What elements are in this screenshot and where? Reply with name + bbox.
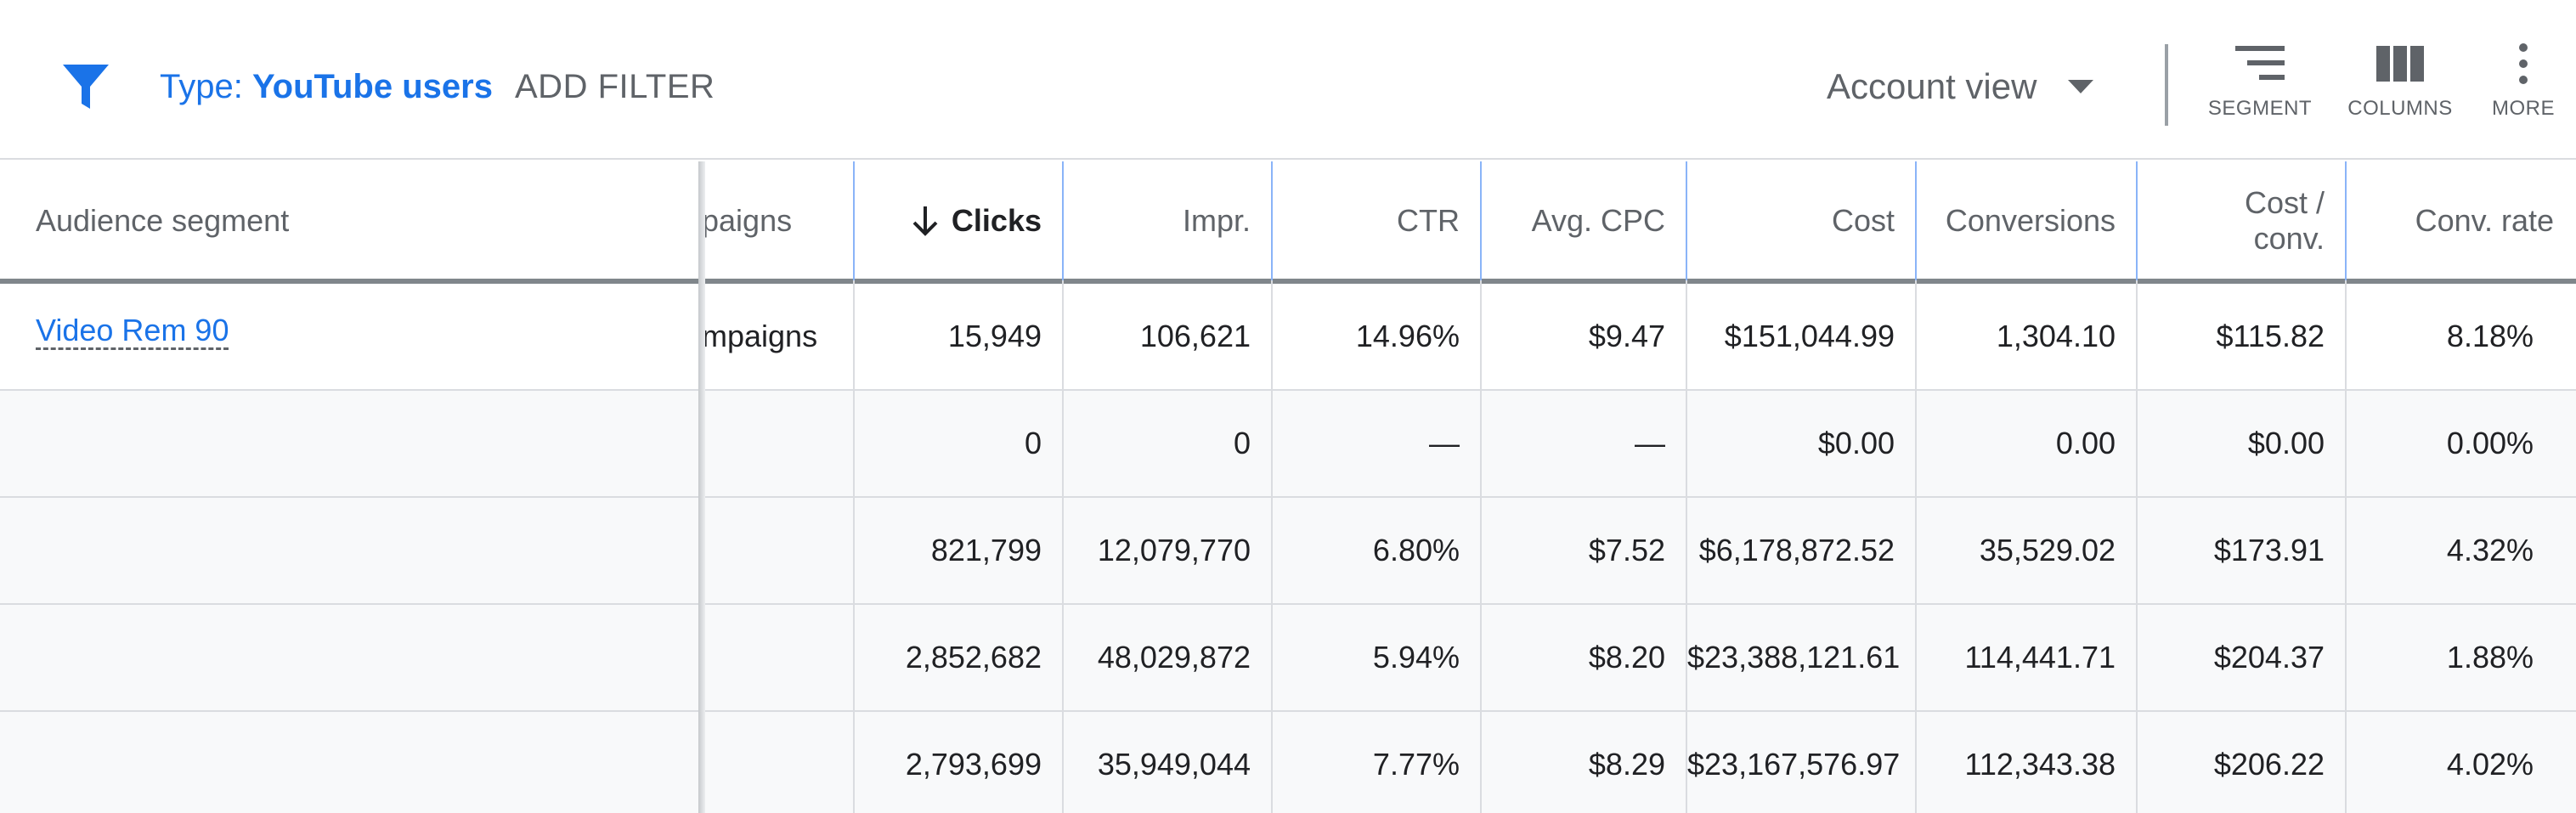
cell-ctr: 14.96% (1355, 319, 1460, 353)
arrow-down-icon (912, 206, 938, 236)
column-divider[interactable] (1915, 161, 1917, 813)
cell-campaigns (702, 391, 855, 496)
header-campaigns[interactable]: paigns (702, 203, 793, 238)
cell-conversions: 112,343.38 (1964, 747, 2116, 782)
cell-ctr: 5.94% (1372, 640, 1460, 675)
header-audience-segment[interactable]: Audience segment (36, 203, 290, 238)
cell-ctr: 7.77% (1372, 747, 1460, 782)
segment-icon (2235, 46, 2285, 80)
table-toolbar: Type: YouTube users ADD FILTER Account v… (0, 0, 2576, 160)
filter-value: YouTube users (251, 68, 493, 105)
cell-clicks: 15,949 (947, 319, 1042, 353)
column-divider[interactable] (1062, 161, 1064, 813)
more-label: MORE (2492, 97, 2555, 120)
header-cost-per-conv[interactable]: Cost / conv. (2244, 185, 2325, 256)
cell-cost: $151,044.99 (1724, 319, 1895, 353)
account-view-dropdown[interactable]: Account view (1827, 66, 2037, 106)
header-conv-rate[interactable]: Conv. rate (2415, 203, 2554, 238)
column-divider[interactable] (2345, 161, 2347, 813)
cell-ctr: 6.80% (1372, 533, 1460, 567)
header-cost[interactable]: Cost (1831, 203, 1895, 238)
cell-conv-rate: 4.02% (2446, 747, 2534, 782)
cell-avg-cpc: $9.47 (1588, 319, 1665, 353)
cell-campaigns (702, 498, 855, 603)
cell-conv-rate: 1.88% (2446, 640, 2534, 675)
cell-clicks: 2,793,699 (905, 747, 1042, 782)
cell-impressions: 12,079,770 (1097, 533, 1251, 567)
cell-avg-cpc: $8.20 (1588, 640, 1665, 675)
table-row[interactable]: 2,852,682 48,029,872 5.94% $8.20 $23,388… (0, 605, 2576, 712)
cell-segment (0, 605, 700, 710)
add-filter-button[interactable]: ADD FILTER (515, 68, 715, 105)
cell-impressions: 106,621 (1139, 319, 1251, 353)
segment-button[interactable]: SEGMENT (2200, 42, 2319, 121)
column-divider[interactable] (853, 161, 855, 813)
table-row[interactable]: 0 0 — — $0.00 0.00 $0.00 0.00% (0, 391, 2576, 498)
cell-impressions: 48,029,872 (1097, 640, 1251, 675)
cell-cost-per-conv: $173.91 (2213, 533, 2325, 567)
header-avg-cpc[interactable]: Avg. CPC (1531, 203, 1665, 238)
cell-cost-per-conv: $204.37 (2213, 640, 2325, 675)
cell-cost-per-conv: $115.82 (2216, 319, 2325, 353)
cell-clicks: 2,852,682 (905, 640, 1042, 675)
cell-conversions: 35,529.02 (1979, 533, 2116, 567)
cell-avg-cpc: $8.29 (1588, 747, 1665, 782)
header-ctr[interactable]: CTR (1397, 203, 1460, 238)
cell-avg-cpc: $7.52 (1588, 533, 1665, 567)
cell-avg-cpc: — (1635, 426, 1665, 460)
cell-segment: Video Rem 90 (0, 284, 700, 389)
header-divider (0, 279, 2576, 284)
cell-segment (0, 391, 700, 496)
cell-cost: $6,178,872.52 (1698, 533, 1895, 567)
segment-label: SEGMENT (2207, 97, 2313, 120)
columns-button[interactable]: COLUMNS (2341, 42, 2460, 121)
cell-campaigns (702, 712, 855, 813)
more-button[interactable]: MORE (2481, 42, 2566, 121)
table-row[interactable]: 821,799 12,079,770 6.80% $7.52 $6,178,87… (0, 498, 2576, 605)
cell-campaigns: mpaigns (702, 319, 818, 353)
segment-link[interactable]: Video Rem 90 (36, 313, 229, 350)
cell-conversions: 114,441.71 (1964, 640, 2116, 675)
cell-cost: $23,167,576.97 (1687, 747, 1901, 782)
table-row[interactable]: 2,793,699 35,949,044 7.77% $8.29 $23,167… (0, 712, 2576, 813)
cell-campaigns (702, 605, 855, 710)
cell-ctr: — (1429, 426, 1460, 460)
column-divider[interactable] (1271, 161, 1273, 813)
cell-clicks: 0 (1024, 426, 1042, 460)
cell-segment (0, 712, 700, 813)
cell-clicks: 821,799 (930, 533, 1042, 567)
column-divider[interactable] (2136, 161, 2138, 813)
cell-impressions: 35,949,044 (1097, 747, 1251, 782)
cell-cost: $0.00 (1817, 426, 1895, 460)
cell-conversions: 0.00 (2055, 426, 2116, 460)
header-impressions[interactable]: Impr. (1182, 203, 1251, 238)
column-divider[interactable] (1480, 161, 1482, 813)
cell-conv-rate: 0.00% (2446, 426, 2534, 460)
cell-segment (0, 498, 700, 603)
toolbar-divider (2165, 44, 2168, 126)
cell-cost-per-conv: $0.00 (2247, 426, 2325, 460)
cell-conv-rate: 8.18% (2446, 319, 2534, 353)
header-clicks[interactable]: Clicks (855, 161, 1064, 280)
cell-cost: $23,388,121.61 (1687, 640, 1901, 675)
header-conversions[interactable]: Conversions (1945, 203, 2116, 238)
audience-segments-table: Audience segment paigns Clicks Impr. CTR… (0, 161, 2576, 813)
table-row[interactable]: Video Rem 90 mpaigns 15,949 106,621 14.9… (0, 284, 2576, 391)
more-vert-icon (2519, 43, 2528, 84)
filter-chip-type[interactable]: Type: YouTube users (160, 65, 493, 109)
filter-icon[interactable] (61, 61, 110, 112)
cell-impressions: 0 (1233, 426, 1251, 460)
columns-label: COLUMNS (2347, 97, 2453, 120)
columns-icon (2376, 46, 2424, 82)
cell-conv-rate: 4.32% (2446, 533, 2534, 567)
filter-key: Type: (160, 68, 252, 105)
column-divider[interactable] (1686, 161, 1687, 813)
caret-down-icon[interactable] (2066, 78, 2095, 95)
frozen-column-divider[interactable] (698, 161, 705, 813)
cell-conversions: 1,304.10 (1996, 319, 2116, 353)
cell-cost-per-conv: $206.22 (2213, 747, 2325, 782)
